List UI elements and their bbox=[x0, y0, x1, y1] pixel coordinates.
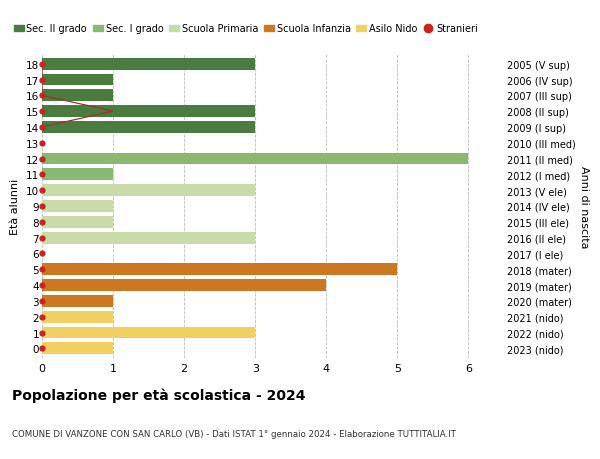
Bar bbox=[42, 216, 113, 228]
Bar bbox=[42, 59, 255, 71]
Bar bbox=[42, 74, 113, 86]
Bar bbox=[42, 169, 113, 181]
Bar bbox=[42, 264, 397, 275]
Bar bbox=[42, 232, 255, 244]
Bar bbox=[42, 153, 469, 165]
Bar bbox=[42, 327, 255, 339]
Y-axis label: Anni di nascita: Anni di nascita bbox=[580, 165, 589, 248]
Y-axis label: Età alunni: Età alunni bbox=[10, 179, 20, 235]
Bar bbox=[42, 106, 255, 118]
Text: COMUNE DI VANZONE CON SAN CARLO (VB) - Dati ISTAT 1° gennaio 2024 - Elaborazione: COMUNE DI VANZONE CON SAN CARLO (VB) - D… bbox=[12, 429, 456, 438]
Legend: Sec. II grado, Sec. I grado, Scuola Primaria, Scuola Infanzia, Asilo Nido, Stran: Sec. II grado, Sec. I grado, Scuola Prim… bbox=[10, 21, 482, 38]
Bar bbox=[42, 295, 113, 307]
Text: Popolazione per età scolastica - 2024: Popolazione per età scolastica - 2024 bbox=[12, 388, 305, 403]
Bar bbox=[42, 185, 255, 197]
Bar bbox=[42, 90, 113, 102]
Bar bbox=[42, 201, 113, 213]
Bar bbox=[42, 122, 255, 134]
Bar bbox=[42, 342, 113, 354]
Bar bbox=[42, 311, 113, 323]
Bar bbox=[42, 280, 326, 291]
